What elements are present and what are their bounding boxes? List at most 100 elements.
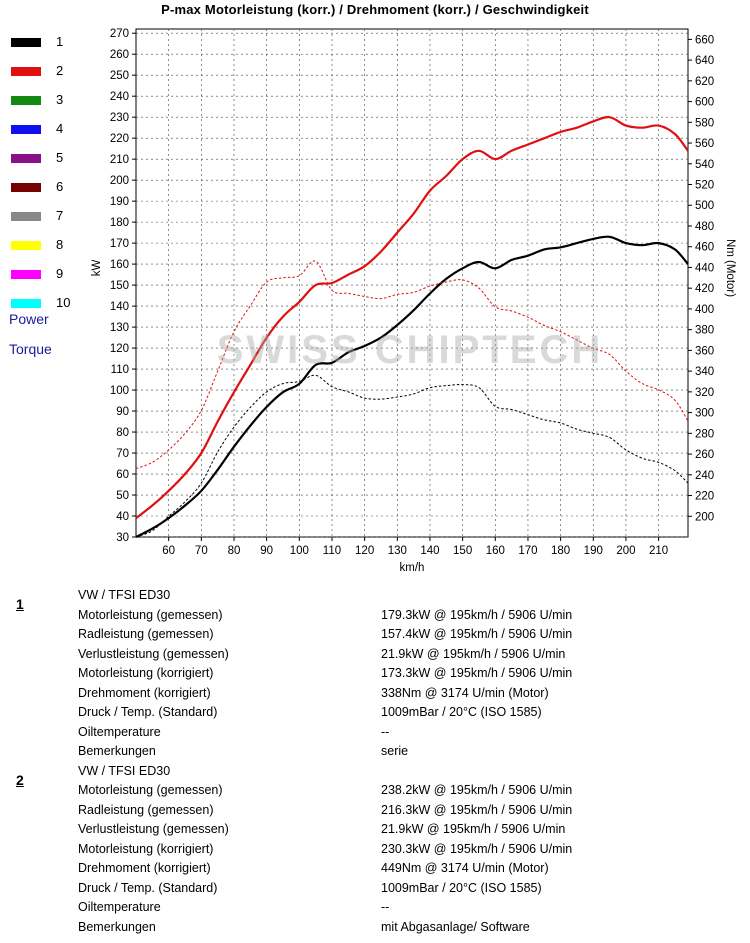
legend-swatch: [11, 299, 41, 308]
y2-tick-label: 320: [695, 387, 714, 399]
result-label: Motorleistung (gemessen): [78, 607, 223, 622]
result-label: Radleistung (gemessen): [78, 802, 214, 817]
y-tick-label: 190: [110, 196, 129, 208]
y2-tick-label: 300: [695, 408, 714, 420]
y-tick-label: 50: [116, 490, 129, 502]
y2-tick-label: 580: [695, 117, 714, 129]
result-label: Drehmoment (korrigiert): [78, 685, 211, 700]
y2-tick-label: 220: [695, 491, 714, 503]
y2-tick-label: 500: [695, 200, 714, 212]
legend-swatch: [11, 183, 41, 192]
result-value: 1009mBar / 20°C (ISO 1585): [381, 880, 542, 895]
run-2-block: 2 VW / TFSI ED30 Motorleistung (gemessen…: [0, 762, 750, 938]
y2-tick-label: 520: [695, 180, 714, 192]
result-label: Motorleistung (gemessen): [78, 783, 223, 797]
legend-power-label: Power: [9, 311, 49, 327]
result-row: Verlustleistung (gemessen) 21.9kW @ 195km…: [0, 645, 750, 665]
result-value: 338Nm @ 3174 U/min (Motor): [381, 685, 549, 700]
result-value: serie: [381, 744, 409, 758]
y2-tick-label: 280: [695, 428, 714, 440]
result-label: Oiltemperature: [78, 900, 161, 914]
legend-swatch: [11, 125, 41, 134]
legend-label: 6: [56, 179, 64, 194]
x-tick-label: 70: [195, 545, 208, 557]
legend-torque-label: Torque: [9, 341, 52, 357]
result-value: 179.3kW @ 195km/h / 5906 U/min: [381, 607, 573, 622]
legend-item: 6: [8, 179, 78, 208]
run-1-block: 1 VW / TFSI ED30 Motorleistung (gemessen…: [0, 586, 750, 762]
x-tick-label: 210: [649, 545, 668, 557]
legend-label: 8: [56, 237, 64, 252]
y2-tick-label: 640: [695, 55, 714, 67]
y2-tick-label: 600: [695, 97, 714, 109]
run-vehicle: VW / TFSI ED30: [78, 588, 171, 602]
result-label: Drehmoment (korrigiert): [78, 861, 211, 875]
power-line-run-2: [135, 116, 689, 519]
y-tick-label: 160: [110, 259, 129, 271]
result-label: Motorleistung (korrigiert): [78, 841, 214, 856]
result-value: --: [381, 900, 390, 914]
legend-label: 1: [56, 34, 64, 49]
y2-axis-label: Nm (Motor): [724, 239, 736, 297]
legend-item: 7: [8, 208, 78, 237]
y2-tick-label: 440: [695, 262, 714, 274]
x-tick-label: 60: [162, 545, 175, 557]
legend-swatch: [11, 212, 41, 221]
power-line-run-1: [135, 235, 689, 538]
result-value: 230.3kW @ 195km/h / 5906 U/min: [381, 841, 573, 856]
run-vehicle: VW / TFSI ED30: [78, 763, 171, 778]
result-row: Bemerkungen mit Abgasanlage/ Software: [0, 918, 750, 938]
y2-tick-label: 620: [695, 76, 714, 88]
result-row: Verlustleistung (gemessen) 21.9kW @ 195km…: [0, 820, 750, 840]
y-tick-label: 210: [110, 154, 129, 166]
result-value: --: [381, 724, 390, 739]
y2-tick-label: 260: [695, 449, 714, 461]
torque-line-run-2: [135, 260, 689, 470]
run-number: 2: [16, 771, 24, 788]
x-tick-label: 180: [551, 545, 570, 557]
result-value: mit Abgasanlage/ Software: [381, 919, 530, 934]
results-panel: 1 VW / TFSI ED30 Motorleistung (gemessen…: [0, 586, 750, 937]
result-value: 1009mBar / 20°C (ISO 1585): [381, 705, 542, 719]
y2-tick-label: 380: [695, 325, 714, 337]
result-value: 449Nm @ 3174 U/min (Motor): [381, 861, 549, 875]
y2-tick-label: 400: [695, 304, 714, 316]
legend-swatch: [11, 38, 41, 47]
y-tick-label: 220: [110, 133, 129, 145]
y2-tick-label: 480: [695, 221, 714, 233]
y-tick-label: 60: [116, 469, 129, 481]
y-tick-label: 110: [111, 364, 129, 376]
y-tick-label: 170: [110, 238, 129, 250]
legend: 1 2 3 4 5 6 7 8 9 10 Power Torque: [8, 34, 78, 357]
result-row: Oiltemperature --: [0, 723, 750, 743]
y2-tick-label: 360: [695, 345, 714, 357]
x-axis-label: km/h: [400, 562, 425, 574]
y-tick-label: 120: [110, 343, 129, 355]
y-tick-label: 140: [110, 301, 129, 313]
y-tick-label: 260: [110, 49, 129, 61]
result-label: Druck / Temp. (Standard): [78, 705, 218, 719]
result-value: 157.4kW @ 195km/h / 5906 U/min: [381, 627, 573, 641]
result-label: Verlustleistung (gemessen): [78, 822, 229, 836]
y-tick-label: 240: [110, 91, 129, 103]
y-tick-label: 90: [116, 406, 129, 418]
y2-tick-label: 420: [695, 283, 714, 295]
y2-tick-label: 660: [695, 34, 714, 46]
y-tick-label: 230: [110, 112, 129, 124]
result-value: 21.9kW @ 195km/h / 5906 U/min: [381, 822, 566, 836]
x-tick-label: 160: [486, 545, 505, 557]
legend-swatch: [11, 154, 41, 163]
legend-label: 10: [56, 295, 71, 310]
y-tick-label: 270: [110, 28, 129, 40]
plot-area: [135, 28, 689, 538]
legend-item: 9: [8, 266, 78, 295]
legend-label: 4: [56, 121, 64, 136]
result-row: Oiltemperature --: [0, 898, 750, 918]
legend-swatch: [11, 241, 41, 250]
y2-tick-label: 560: [695, 138, 714, 150]
result-row: Drehmoment (korrigiert) 449Nm @ 3174 U/mi…: [0, 859, 750, 879]
dyno-chart: 60 70 80 90 100 110 120 130 140 150 160 170 180 190 20…: [91, 28, 736, 574]
y-tick-label: 100: [110, 385, 129, 397]
y-tick-label: 200: [110, 175, 129, 187]
y-tick-label: 40: [116, 511, 129, 523]
